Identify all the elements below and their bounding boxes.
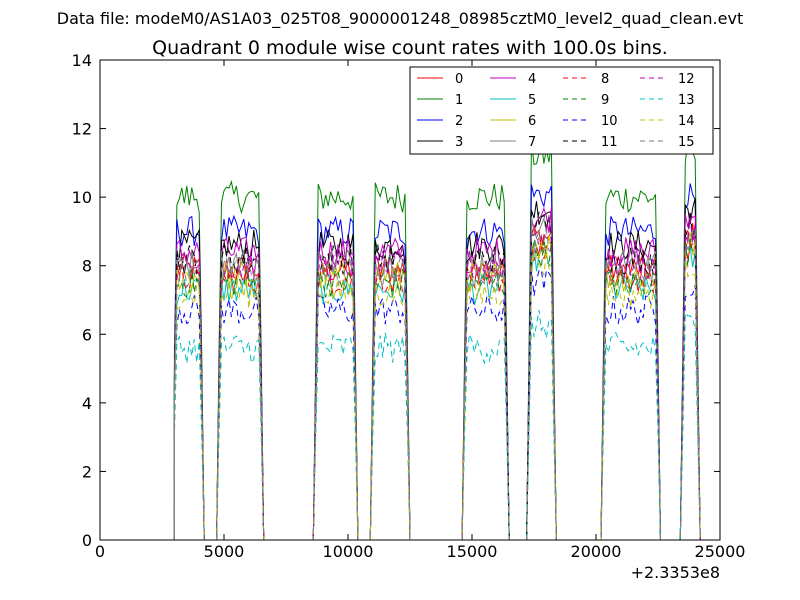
legend-label-9: 9 <box>601 93 609 108</box>
x-tick-label: 0 <box>95 542 105 561</box>
x-axis: 0 5000 10000 15000 20000 25000 <box>95 60 746 561</box>
plot-frame <box>99 59 721 541</box>
legend-label-10: 10 <box>601 114 618 129</box>
legend-label-13: 13 <box>678 93 695 108</box>
y-tick-label: 6 <box>82 325 92 344</box>
legend-label-8: 8 <box>601 72 609 87</box>
series-line-9 <box>173 238 701 541</box>
legend-label-2: 2 <box>455 114 463 129</box>
legend-label-11: 11 <box>601 135 618 150</box>
series-line-10 <box>173 268 701 541</box>
legend-box <box>409 66 714 155</box>
data-file-suptitle: Data file: modeM0/AS1A03_025T08_90000012… <box>57 9 743 29</box>
legend-label-3: 3 <box>455 135 463 150</box>
legend-label-4: 4 <box>528 72 536 87</box>
series-line-15 <box>173 225 701 541</box>
series-line-1 <box>173 141 701 541</box>
y-tick-label: 14 <box>72 51 92 70</box>
series-line-13 <box>173 309 701 541</box>
x-tick-label: 25000 <box>695 542 746 561</box>
series-line-3 <box>173 197 701 541</box>
series-line-7 <box>173 214 701 541</box>
legend-label-12: 12 <box>678 72 695 87</box>
legend-label-1: 1 <box>455 93 463 108</box>
y-tick-label: 10 <box>72 188 92 207</box>
y-tick-label: 8 <box>82 257 92 276</box>
legend-label-5: 5 <box>528 93 536 108</box>
legend-label-15: 15 <box>678 135 695 150</box>
legend-label-14: 14 <box>678 114 695 129</box>
y-tick-label: 2 <box>82 462 92 481</box>
x-tick-label: 20000 <box>571 542 622 561</box>
x-tick-label: 10000 <box>323 542 374 561</box>
y-tick-label: 0 <box>82 531 92 550</box>
y-tick-label: 4 <box>82 394 92 413</box>
series-line-11 <box>173 211 701 541</box>
legend-label-6: 6 <box>528 114 536 129</box>
x-tick-label: 15000 <box>447 542 498 561</box>
y-tick-label: 12 <box>72 120 92 139</box>
legend-label-0: 0 <box>455 72 463 87</box>
plot-series <box>173 141 701 541</box>
x-offset-label: +2.3353e8 <box>631 563 720 582</box>
legend-label-7: 7 <box>528 135 536 150</box>
x-tick-label: 5000 <box>204 542 245 561</box>
chart-title: Quadrant 0 module wise count rates with … <box>152 37 668 59</box>
